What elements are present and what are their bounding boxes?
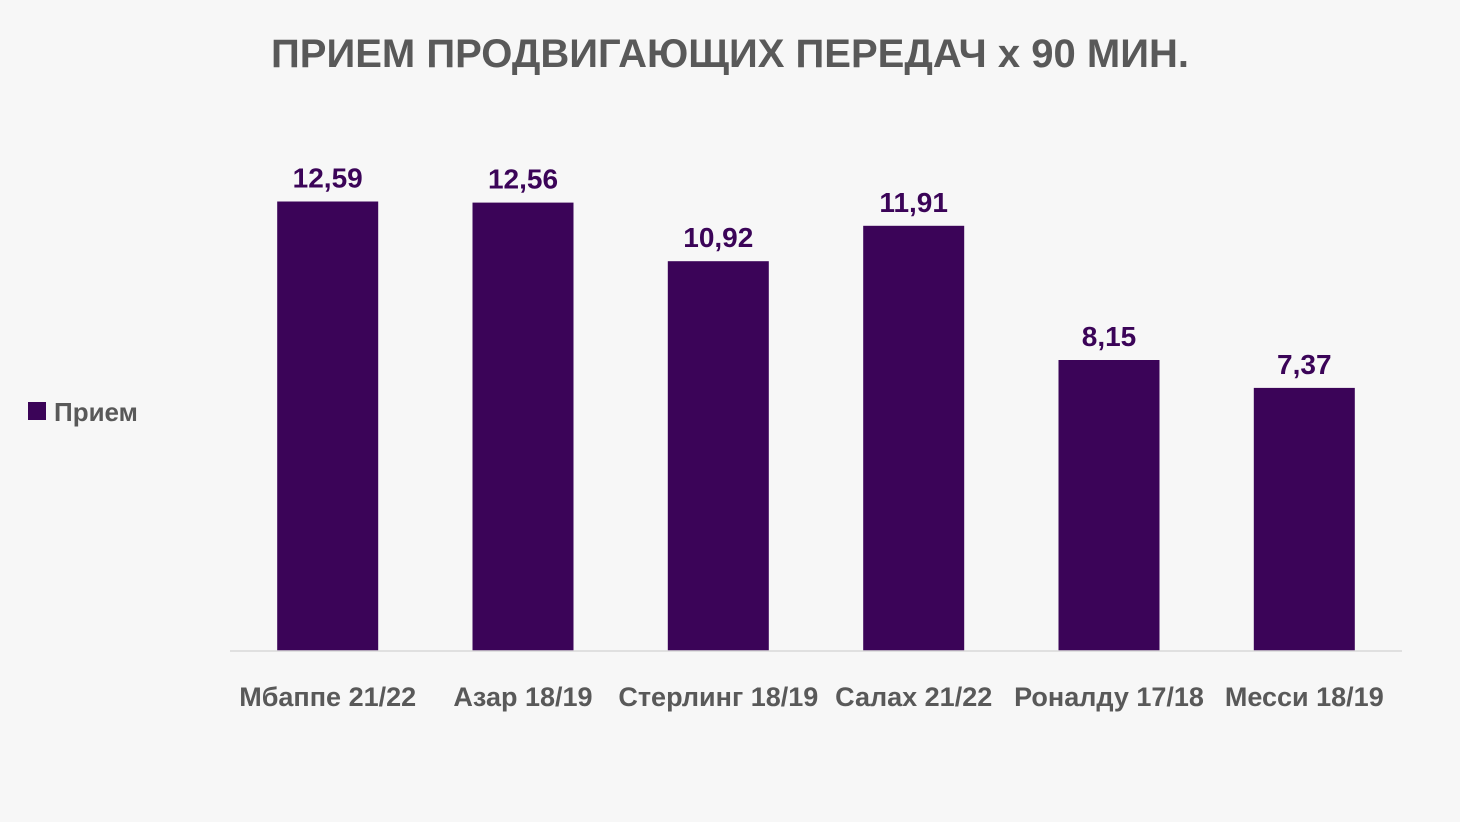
chart-title: ПРИЕМ ПРОДВИГАЮЩИХ ПЕРЕДАЧ х 90 МИН. <box>271 32 1189 76</box>
data-label: 8,15 <box>1082 321 1137 352</box>
data-label: 10,92 <box>683 222 753 253</box>
bar-group: 8,15 Роналду 17/18 <box>1014 321 1204 712</box>
legend-swatch <box>28 402 46 420</box>
data-label: 12,59 <box>293 163 363 194</box>
bar-group: 11,91 Салах 21/22 <box>835 187 992 712</box>
bar[interactable] <box>863 225 965 652</box>
bar-group: 12,56 Азар 18/19 <box>453 164 592 712</box>
bar-group: 12,59 Мбаппе 21/22 <box>239 163 416 713</box>
legend-label[interactable]: Прием <box>54 397 138 427</box>
x-tick-label: Месси 18/19 <box>1225 682 1384 712</box>
legend: Прием <box>28 397 138 427</box>
bar[interactable] <box>1058 360 1160 651</box>
bar[interactable] <box>472 202 574 651</box>
x-tick-label: Мбаппе 21/22 <box>239 682 416 712</box>
x-tick-label: Роналду 17/18 <box>1014 682 1204 712</box>
bar[interactable] <box>1253 387 1355 651</box>
bar-group: 10,92 Стерлинг 18/19 <box>618 222 818 712</box>
data-label: 12,56 <box>488 164 558 195</box>
bar[interactable] <box>277 201 379 652</box>
bar-group: 7,37 Месси 18/19 <box>1225 349 1384 712</box>
data-label: 7,37 <box>1277 349 1332 380</box>
x-tick-label: Азар 18/19 <box>453 682 592 712</box>
data-label: 11,91 <box>879 187 948 218</box>
bar[interactable] <box>667 261 769 651</box>
bars-layer: 12,59 Мбаппе 21/22 12,56 Азар 18/19 10,92 Сте… <box>239 163 1383 713</box>
x-tick-label: Стерлинг 18/19 <box>618 682 818 712</box>
x-tick-label: Салах 21/22 <box>835 682 992 712</box>
